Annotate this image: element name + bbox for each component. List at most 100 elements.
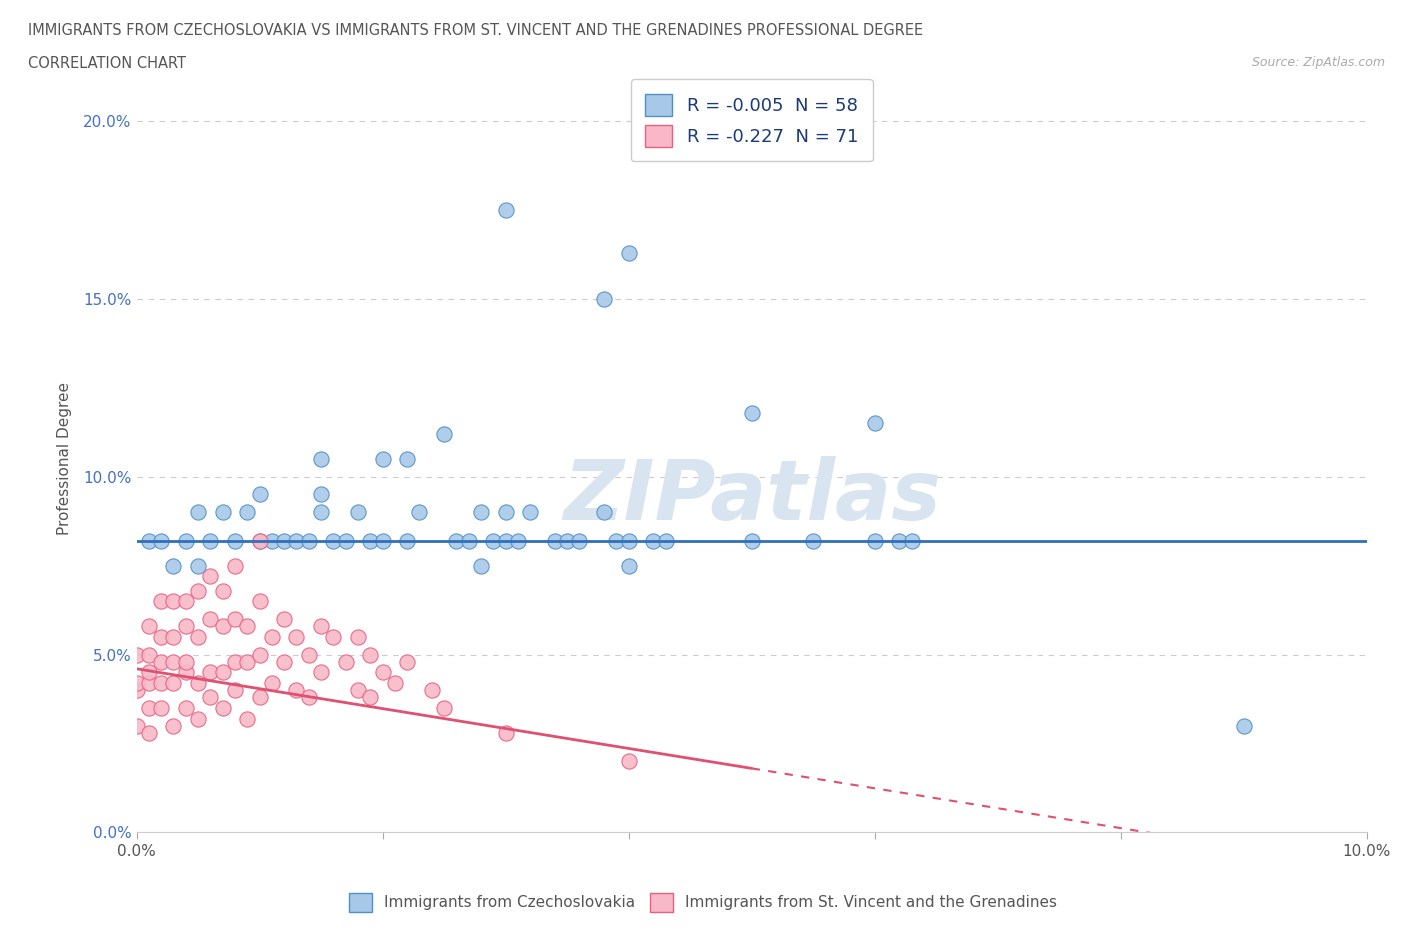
Point [322, 533, 344, 548]
Point [335, 654, 357, 669]
Point [200, 569, 222, 584]
Point [211, 700, 233, 715]
Point [200, 690, 222, 705]
Point [335, 533, 357, 548]
Point [309, 505, 332, 520]
Point [273, 612, 295, 627]
Point [138, 647, 160, 662]
Point [211, 618, 233, 633]
Point [617, 558, 640, 573]
Point [495, 505, 517, 520]
Point [1233, 718, 1256, 733]
Point [162, 558, 184, 573]
Point [273, 533, 295, 548]
Point [125, 675, 148, 690]
Point [298, 690, 321, 705]
Point [236, 505, 259, 520]
Point [174, 618, 197, 633]
Point [555, 533, 578, 548]
Text: CORRELATION CHART: CORRELATION CHART [28, 56, 186, 71]
Point [236, 711, 259, 726]
Point [863, 416, 886, 431]
Point [309, 665, 332, 680]
Text: Source: ZipAtlas.com: Source: ZipAtlas.com [1251, 56, 1385, 69]
Point [224, 612, 246, 627]
Point [260, 675, 283, 690]
Point [457, 533, 479, 548]
Y-axis label: Professional Degree: Professional Degree [58, 382, 72, 536]
Point [396, 654, 419, 669]
Point [236, 654, 259, 669]
Point [260, 630, 283, 644]
Point [420, 683, 443, 698]
Point [285, 533, 308, 548]
Point [593, 505, 616, 520]
Point [249, 690, 271, 705]
Point [138, 675, 160, 690]
Point [298, 647, 321, 662]
Point [211, 665, 233, 680]
Point [371, 451, 394, 466]
Point [495, 203, 517, 218]
Point [138, 725, 160, 740]
Point [224, 654, 246, 669]
Point [249, 593, 271, 608]
Point [138, 618, 160, 633]
Point [150, 593, 173, 608]
Point [433, 700, 456, 715]
Point [174, 593, 197, 608]
Point [150, 654, 173, 669]
Point [347, 683, 370, 698]
Point [125, 683, 148, 698]
Point [187, 558, 209, 573]
Point [200, 665, 222, 680]
Point [482, 533, 505, 548]
Point [187, 675, 209, 690]
Point [495, 533, 517, 548]
Point [863, 533, 886, 548]
Point [125, 647, 148, 662]
Point [309, 618, 332, 633]
Point [605, 533, 627, 548]
Point [359, 647, 381, 662]
Point [224, 533, 246, 548]
Point [285, 630, 308, 644]
Point [519, 505, 541, 520]
Point [174, 533, 197, 548]
Point [174, 700, 197, 715]
Point [889, 533, 911, 548]
Point [347, 505, 370, 520]
Text: ZIPatlas: ZIPatlas [562, 456, 941, 537]
Point [495, 725, 517, 740]
Point [249, 533, 271, 548]
Point [260, 533, 283, 548]
Point [174, 654, 197, 669]
Text: IMMIGRANTS FROM CZECHOSLOVAKIA VS IMMIGRANTS FROM ST. VINCENT AND THE GRENADINES: IMMIGRANTS FROM CZECHOSLOVAKIA VS IMMIGR… [28, 23, 924, 38]
Point [298, 533, 321, 548]
Point [371, 665, 394, 680]
Point [138, 700, 160, 715]
Point [150, 675, 173, 690]
Point [162, 675, 184, 690]
Point [224, 558, 246, 573]
Point [617, 533, 640, 548]
Point [138, 533, 160, 548]
Point [187, 711, 209, 726]
Point [506, 533, 529, 548]
Point [187, 505, 209, 520]
Point [322, 630, 344, 644]
Point [396, 533, 419, 548]
Point [162, 718, 184, 733]
Point [200, 533, 222, 548]
Point [617, 754, 640, 769]
Point [211, 505, 233, 520]
Point [309, 451, 332, 466]
Point [211, 583, 233, 598]
Point [347, 630, 370, 644]
Point [200, 612, 222, 627]
Point [150, 630, 173, 644]
Point [359, 690, 381, 705]
Point [741, 533, 763, 548]
Point [654, 533, 676, 548]
Point [446, 533, 468, 548]
